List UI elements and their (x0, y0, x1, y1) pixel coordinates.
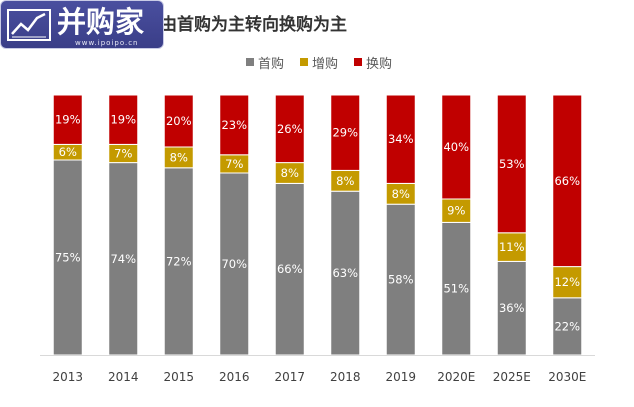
x-tick-label-2020e: 2020E (437, 370, 475, 384)
data-label-2020e-series-2: 40% (443, 140, 469, 154)
data-label-2025e-series-2: 53% (499, 157, 525, 171)
data-label-2020e-series-0: 51% (443, 282, 469, 296)
data-label-2018-series-0: 63% (332, 266, 358, 280)
bar-segment-2030e-series-0 (552, 297, 583, 356)
bar-segment-2018-series-2 (330, 94, 361, 171)
data-label-2013-series-1: 6% (59, 145, 77, 159)
data-label-2019-series-1: 8% (392, 187, 410, 201)
data-label-2017-series-2: 26% (277, 122, 303, 136)
bar-segment-2014-series-0 (108, 162, 139, 356)
data-label-2016-series-2: 23% (221, 118, 247, 132)
x-tick-label-2019: 2019 (385, 370, 416, 384)
data-label-2020e-series-1: 9% (447, 204, 465, 218)
bar-segment-2019-series-0 (385, 203, 416, 356)
data-label-2016-series-1: 7% (225, 157, 243, 171)
bar-segment-2017-series-0 (274, 182, 305, 356)
x-tick-label-2025e: 2025E (493, 370, 531, 384)
bar-segment-2018-series-0 (330, 190, 361, 356)
data-label-2015-series-0: 72% (166, 254, 192, 268)
data-label-2030e-series-1: 12% (554, 275, 580, 289)
data-label-2013-series-0: 75% (55, 251, 81, 265)
bar-segment-2013-series-0 (52, 159, 83, 356)
bar-segment-2019-series-2 (385, 94, 416, 184)
data-label-2019-series-2: 34% (388, 132, 414, 146)
data-label-2019-series-0: 58% (388, 273, 414, 287)
bar-segment-2014-series-2 (108, 94, 139, 145)
line-chart-icon (7, 9, 51, 41)
bar-segment-2030e-series-2 (552, 94, 583, 268)
x-tick-label-2015: 2015 (163, 370, 194, 384)
x-tick-label-2014: 2014 (108, 370, 139, 384)
bar-segment-2016-series-2 (219, 94, 250, 156)
x-tick-label-2013: 2013 (52, 370, 83, 384)
chart-title: 由首购为主转向换购为主 (160, 15, 347, 35)
logo-name: 并购家 (57, 5, 145, 39)
legend-label-series-2: 换购 (366, 56, 393, 72)
data-label-2014-series-0: 74% (110, 252, 136, 266)
legend: 首购 增购 换购 (246, 53, 392, 72)
data-label-2016-series-0: 70% (221, 257, 247, 271)
x-tick-label-2030e: 2030E (548, 370, 586, 384)
bar-segment-2025e-series-0 (496, 260, 527, 356)
legend-swatch-series-1 (300, 58, 309, 66)
data-label-2025e-series-1: 11% (499, 240, 525, 254)
x-tick-label-2016: 2016 (219, 370, 250, 384)
legend-label-series-1: 增购 (312, 56, 339, 72)
bar-segment-2020e-series-2 (441, 94, 472, 200)
legend-item-series-0: 首购 (246, 53, 284, 72)
data-label-2015-series-1: 8% (170, 150, 188, 164)
bar-segment-2017-series-2 (274, 94, 305, 164)
data-label-2013-series-2: 19% (55, 113, 81, 127)
data-label-2014-series-2: 19% (110, 113, 136, 127)
data-label-2025e-series-0: 36% (499, 301, 525, 315)
data-label-2030e-series-0: 22% (554, 319, 580, 333)
data-label-2015-series-2: 20% (166, 114, 192, 128)
data-label-2014-series-1: 7% (114, 147, 132, 161)
legend-item-series-2: 换购 (354, 53, 392, 72)
x-tick-label-2017: 2017 (274, 370, 305, 384)
bar-segment-2016-series-0 (219, 172, 250, 356)
bar-segment-2025e-series-2 (496, 94, 527, 234)
bar-segment-2013-series-2 (52, 94, 83, 145)
data-label-2018-series-1: 8% (336, 174, 354, 188)
data-label-2017-series-0: 66% (277, 262, 303, 276)
data-label-2030e-series-2: 66% (554, 174, 580, 188)
legend-item-series-1: 增购 (300, 53, 338, 72)
bar-segment-2030e-series-1 (552, 266, 583, 299)
data-label-2017-series-1: 8% (281, 166, 299, 180)
legend-swatch-series-0 (246, 58, 254, 66)
legend-swatch-series-2 (354, 58, 363, 66)
logo: 并购家 www.ipoipo.cn (0, 0, 164, 49)
data-label-2018-series-2: 29% (332, 126, 358, 140)
legend-label-series-0: 首购 (258, 56, 285, 72)
bar-segment-2015-series-2 (163, 94, 194, 148)
x-tick-label-2018: 2018 (330, 370, 361, 384)
logo-url: www.ipoipo.cn (75, 39, 139, 47)
